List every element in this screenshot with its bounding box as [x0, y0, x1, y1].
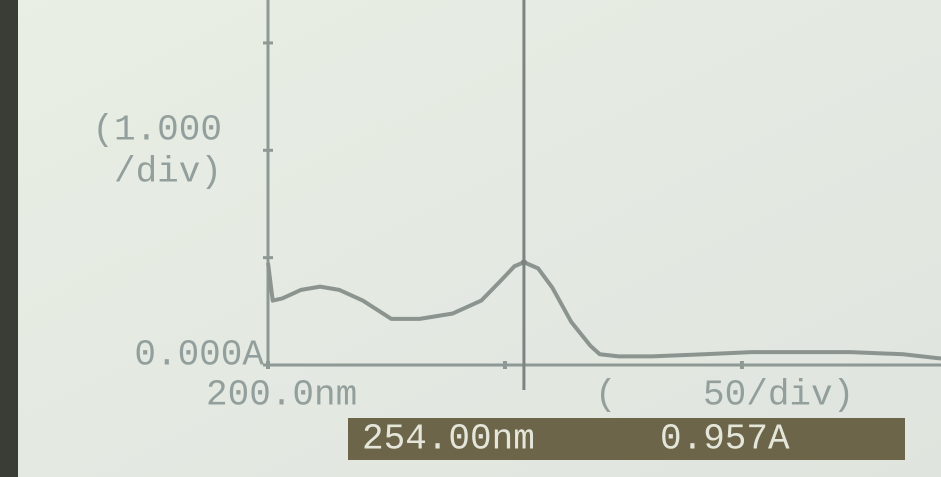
cursor-x-readout: 254.00nm: [362, 419, 535, 460]
cursor-point: [521, 259, 527, 265]
y-scale-label: (1.000: [92, 110, 222, 151]
x-scale-label: ( 50/div): [595, 375, 854, 416]
chart: (1.000 /div) ( 50/div) 254.00nm 0.957A 0…: [0, 0, 941, 477]
x-tick-label: 200.0nm: [206, 375, 357, 416]
y-scale-label: /div): [114, 152, 222, 193]
cursor-y-readout: 0.957A: [660, 419, 790, 460]
bezel: [0, 0, 18, 477]
y-tick-label: 0.000A: [134, 335, 264, 376]
page: {"chart_data": {"type": "line", "y_scale…: [0, 0, 941, 477]
